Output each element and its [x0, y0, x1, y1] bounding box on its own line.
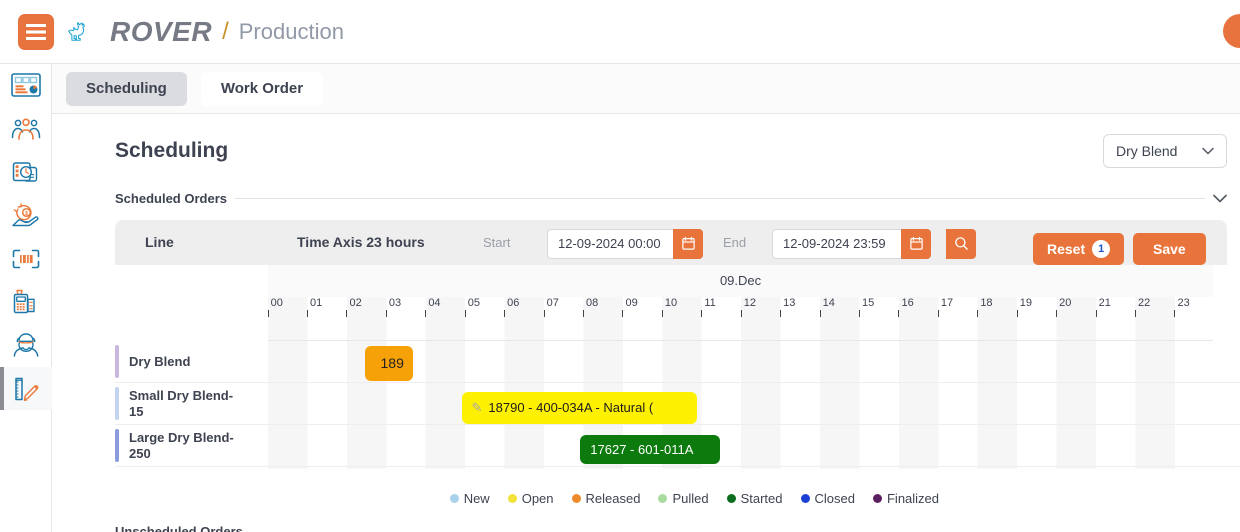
svg-text:$: $ [25, 210, 28, 216]
